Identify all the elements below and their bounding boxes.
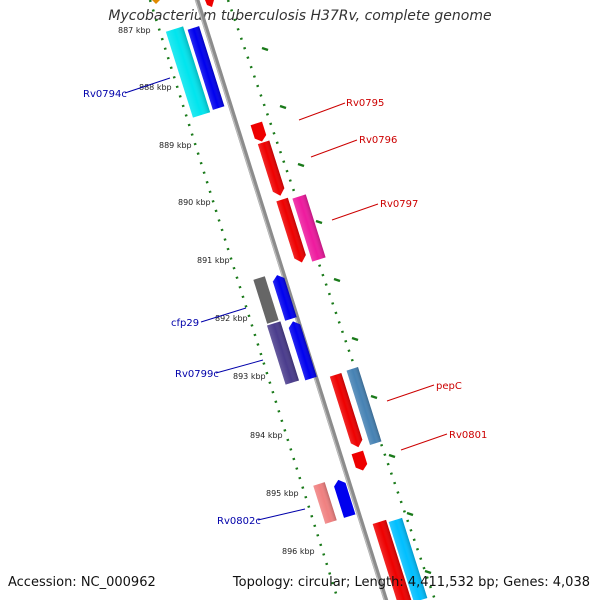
gene-label-pepc[interactable]: pepC [436,381,462,392]
gene-labels: Rv0794c Rv0795 Rv0796 Rv0797 cfp29 Rv079… [83,89,487,527]
tick-label-893: 893 kbp [233,372,266,381]
right-major-ticks [261,46,432,575]
gene-forward-magenta[interactable] [292,194,326,262]
gene-rv0796[interactable] [257,140,286,197]
label-leaders [124,77,448,521]
tick-label-891: 891 kbp [197,256,230,265]
gene-reverse-gray[interactable] [253,276,279,324]
gene-label-rv0797[interactable]: Rv0797 [380,199,418,210]
tick-label-890: 890 kbp [178,198,211,207]
tick-label-889: 889 kbp [159,141,192,150]
gene-fragment-top-left [152,0,160,4]
gene-rv0802c[interactable] [333,478,356,518]
genome-summary: Topology: circular; Length: 4,411,532 bp… [232,575,590,590]
tick-label-887: 887 kbp [118,26,151,35]
gene-forward-red-small[interactable] [351,450,369,473]
tick-label-894: 894 kbp [250,431,283,440]
tick-label-896: 896 kbp [282,547,315,556]
gene-forward-cyan-bottom[interactable] [388,517,428,600]
gene-label-rv0796[interactable]: Rv0796 [359,135,397,146]
gene-label-rv0801[interactable]: Rv0801 [449,430,487,441]
gene-reverse-blue-1[interactable] [187,26,225,110]
tick-label-888: 888 kbp [139,83,172,92]
tick-label-895: 895 kbp [266,489,299,498]
gene-label-rv0794c[interactable]: Rv0794c [83,89,127,100]
gene-forward-salmon[interactable] [313,482,337,524]
gene-rv0799c[interactable] [287,320,317,381]
gene-label-rv0799c[interactable]: Rv0799c [175,369,219,380]
gene-rv0801[interactable] [329,372,364,449]
gene-cfp29[interactable] [271,273,297,321]
left-tick-track [148,0,340,600]
gene-label-rv0795[interactable]: Rv0795 [346,98,384,109]
gene-pepc[interactable] [346,367,382,445]
gene-forward-red-bottom[interactable] [372,519,412,600]
genome-backbone [194,0,389,600]
gene-label-cfp29[interactable]: cfp29 [171,318,199,329]
tick-label-892: 892 kbp [215,314,248,323]
ruler-labels: 887 kbp 888 kbp 889 kbp 890 kbp 891 kbp … [118,26,315,556]
gene-rv0795[interactable] [250,121,268,144]
gene-reverse-slate[interactable] [267,321,299,385]
accession-label: Accession: NC_000962 [8,575,156,590]
gene-label-rv0802c[interactable]: Rv0802c [217,516,261,527]
gene-fragment-top-right [205,0,214,7]
gene-rv0797[interactable] [276,197,307,265]
gene-rv0794c[interactable] [165,26,211,118]
